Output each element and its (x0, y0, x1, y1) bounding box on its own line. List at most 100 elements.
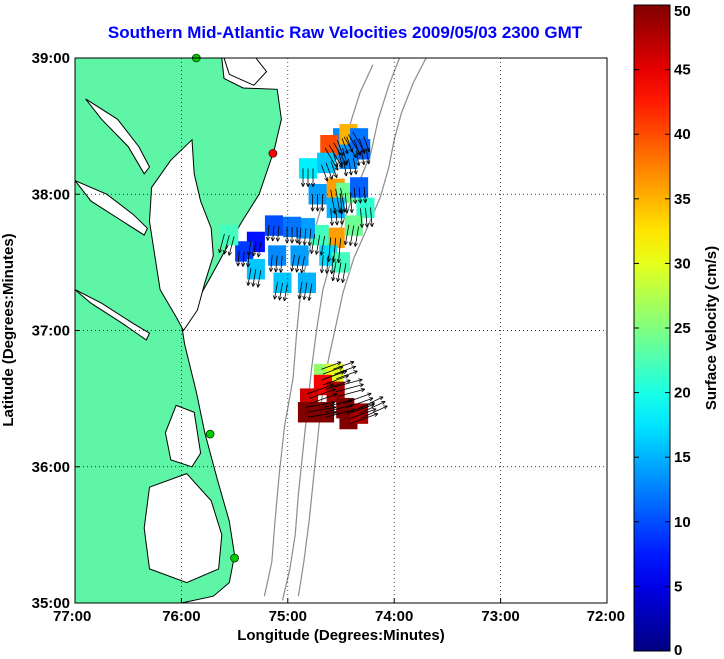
velocity-arrow-head (384, 405, 388, 410)
colorbar-tick-label: 10 (674, 514, 691, 531)
velocity-arrow-head (346, 209, 349, 214)
velocity-arrow-head (329, 269, 333, 275)
velocity-arrow-head (360, 199, 363, 204)
velocity-arrow-head (286, 239, 290, 244)
velocity-arrow (330, 161, 338, 178)
velocity-arrow-head (289, 239, 293, 244)
velocity-arrow-head (284, 239, 288, 244)
velocity-arrow-head (331, 221, 334, 226)
velocity-arrow (341, 138, 349, 155)
velocity-arrow-head (332, 388, 336, 393)
velocity-arrow-head (341, 220, 344, 225)
velocity-arrow (275, 255, 278, 273)
velocity-arrow (323, 399, 353, 408)
velocity-arrow (325, 162, 333, 180)
velocity-arrow (280, 255, 283, 273)
colorbar-tick-label: 15 (674, 449, 691, 466)
velocity-arrow-head (349, 209, 353, 213)
velocity-arrow-head (338, 165, 343, 169)
velocity-arrow-head (355, 199, 358, 204)
velocity-arrow-head (228, 252, 232, 256)
velocity-arrow-head (334, 163, 338, 168)
velocity-arrow (348, 158, 352, 176)
velocity-arrow-head (310, 182, 314, 187)
velocity-arrow-head (291, 267, 295, 272)
velocity-arrow-head (360, 384, 364, 388)
velocity-arrow (370, 207, 373, 227)
velocity-arrow (322, 375, 349, 386)
velocity-arrow-head (356, 152, 361, 156)
velocity-arrow-head (237, 262, 241, 267)
velocity-arrow (334, 379, 363, 388)
velocity-arrow (270, 255, 273, 272)
velocity-arrow-head (366, 148, 370, 153)
y-axis-label: Latitude (Degrees:Minutes) (0, 233, 17, 426)
velocity-arrow-head (346, 160, 349, 165)
velocity-arrow (321, 255, 324, 274)
station-marker (230, 553, 239, 563)
velocity-arrow-head (349, 242, 353, 246)
velocity-arrow-head (358, 378, 363, 380)
velocity-arrow-head (382, 401, 386, 405)
velocity-arrow-head (344, 150, 349, 155)
velocity-arrow (326, 409, 355, 418)
velocity-arrow (363, 186, 366, 203)
velocity-arrow-head (307, 241, 310, 246)
velocity-arrow-head (277, 296, 280, 301)
velocity-arrow-head (218, 248, 220, 253)
velocity-arrow (306, 406, 337, 413)
velocity-arrow (344, 224, 350, 245)
velocity-arrow-head (252, 283, 256, 287)
velocity-arrow-head (291, 239, 295, 244)
velocity-arrow-head (279, 296, 283, 301)
velocity-arrow-head (342, 208, 346, 213)
velocity-arrow-head (251, 282, 254, 287)
velocity-arrow (363, 136, 370, 153)
velocity-arrow-head (332, 210, 336, 215)
velocity-arrow-head (304, 241, 307, 246)
velocity-arrow (308, 388, 336, 400)
velocity-arrow (242, 251, 245, 267)
colorbar: 0 5 10 15 20 25 30 35 40 45 50 Surface Velocity (c… (633, 3, 720, 659)
velocity-arrow-head (274, 295, 278, 300)
grid-lines (75, 58, 607, 603)
velocity-arrow-head (302, 241, 305, 246)
velocity-arrow (365, 148, 370, 165)
velocity-arrow (339, 193, 343, 214)
velocity-arrow-head (297, 294, 300, 300)
velocity-arrow-head (344, 209, 348, 214)
colorbar-tick-label: 50 (674, 3, 691, 20)
velocity-arrow (267, 225, 270, 241)
velocity-arrow-head (354, 243, 358, 247)
velocity-arrow-head (251, 252, 254, 257)
velocity-arrow (247, 251, 250, 268)
velocity-vectors (218, 131, 388, 425)
y-tick-label: 36:00 (32, 459, 70, 476)
velocity-arrow-head (341, 209, 344, 214)
velocity-arrow (218, 233, 225, 253)
velocity-arrow-head (295, 268, 297, 273)
velocity-arrow (279, 282, 283, 301)
bathymetry-contour (297, 58, 427, 597)
velocity-arrow-head (352, 155, 357, 159)
velocity-arrow-head (350, 171, 353, 176)
velocity-arrow (301, 256, 305, 274)
velocity-arrow (350, 413, 379, 425)
velocity-arrow-head (307, 182, 311, 187)
velocity-arrow (354, 139, 361, 156)
velocity-arrow-head (241, 262, 244, 267)
velocity-arrow-head (317, 207, 320, 212)
velocity-arrow (223, 235, 230, 255)
velocity-arrow-head (373, 408, 377, 413)
velocity-arrow-head (350, 408, 355, 410)
velocity-arrow-head (253, 252, 257, 257)
x-tick-label: 76:00 (162, 608, 200, 625)
velocity-arrow-head (358, 379, 363, 383)
velocity-arrow (321, 164, 328, 182)
pamlico-sound (143, 473, 223, 584)
velocity-arrow-head (338, 259, 341, 263)
river (75, 289, 151, 341)
velocity-arrow (348, 408, 377, 420)
velocity-arrow-head (331, 276, 334, 282)
